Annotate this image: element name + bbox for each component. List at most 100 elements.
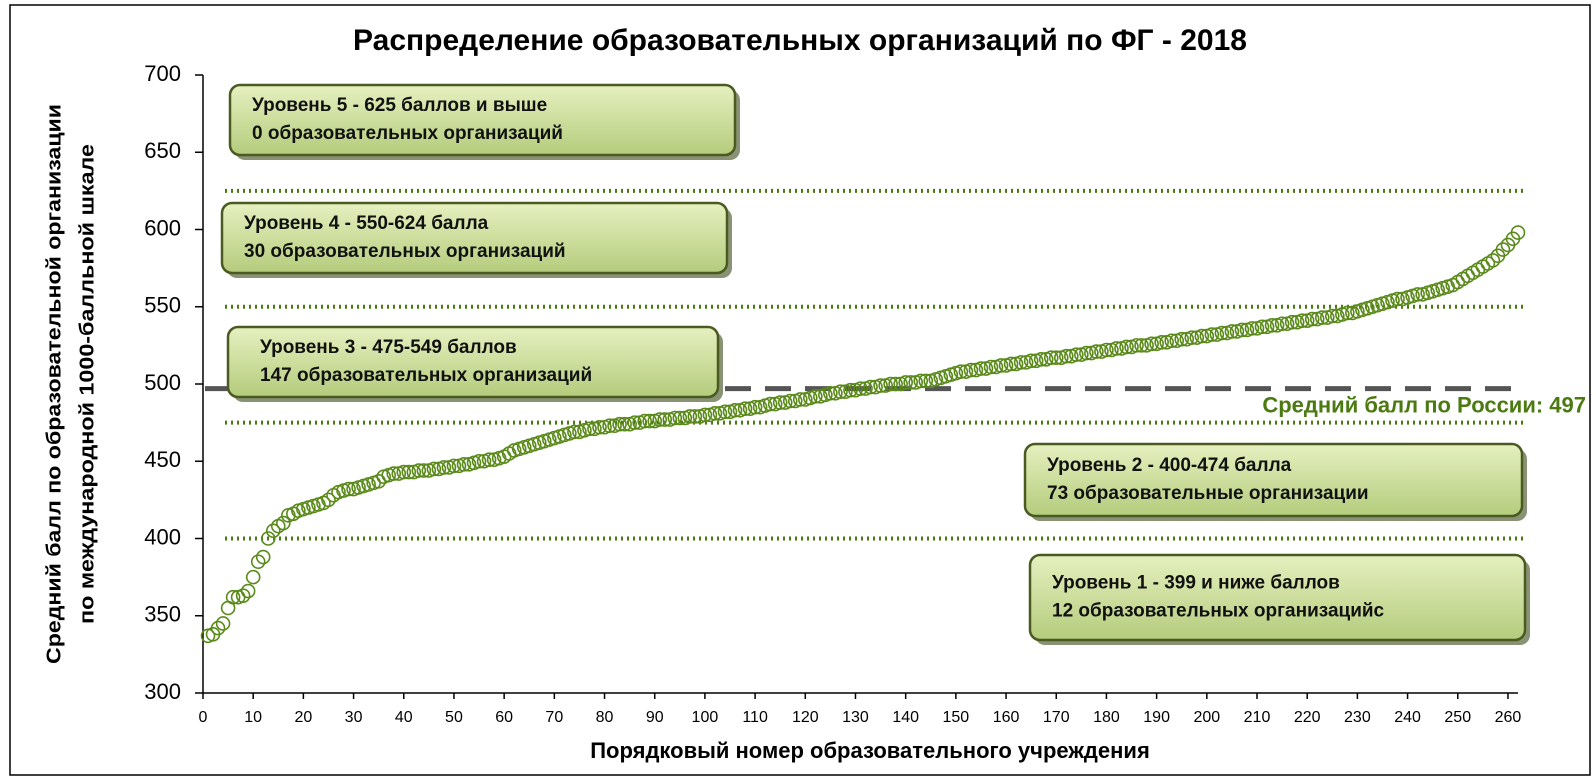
- y-tick-label: 450: [144, 447, 181, 472]
- data-point: [1274, 316, 1290, 332]
- data-point: [898, 375, 913, 390]
- chart-title: Распределение образовательных организаци…: [353, 24, 1247, 57]
- x-tick-label: 60: [495, 709, 513, 726]
- x-tick-label: 90: [646, 709, 664, 726]
- x-tick-label: 0: [199, 709, 208, 726]
- data-point: [762, 396, 778, 412]
- mean-label: Средний балл по России: 497: [1262, 392, 1586, 417]
- data-point: [697, 407, 713, 423]
- data-point: [411, 463, 427, 478]
- data-point: [481, 452, 497, 468]
- x-tick-label: 110: [742, 709, 768, 726]
- data-point: [727, 402, 743, 418]
- data-point: [953, 364, 969, 379]
- annotation-text: Уровень 1 - 399 и ниже баллов: [1052, 573, 1340, 594]
- data-point: [1134, 338, 1149, 353]
- x-tick-label: 210: [1244, 709, 1271, 726]
- data-point: [1099, 342, 1114, 358]
- data-point: [1234, 322, 1250, 338]
- data-point: [215, 616, 231, 631]
- data-point: [637, 413, 652, 429]
- x-tick-label: 70: [545, 709, 563, 726]
- data-point: [1314, 310, 1330, 325]
- data-point: [823, 385, 838, 401]
- annotation-text: 30 образовательных организаций: [244, 241, 566, 262]
- annotation-text: 73 образовательные организации: [1047, 483, 1369, 504]
- data-point: [843, 382, 858, 398]
- data-point: [1164, 333, 1179, 349]
- data-point: [918, 373, 934, 389]
- annotation-text: 12 образовательных организацийс: [1052, 601, 1385, 622]
- data-point: [276, 515, 291, 531]
- data-point: [973, 361, 989, 376]
- data-point: [255, 549, 271, 565]
- data-point: [1089, 344, 1104, 359]
- annotation-text: Уровень 3 - 475-549 баллов: [260, 337, 517, 358]
- data-point: [853, 381, 868, 396]
- data-point: [1495, 242, 1511, 257]
- data-point: [1184, 330, 1200, 345]
- x-tick-label: 80: [596, 709, 614, 726]
- data-point: [737, 401, 753, 417]
- data-point: [1043, 350, 1059, 366]
- data-point: [792, 392, 808, 407]
- data-point: [396, 464, 412, 480]
- data-point: [1194, 328, 1210, 344]
- y-tick-label: 550: [144, 293, 181, 318]
- x-tick-label: 140: [892, 709, 919, 726]
- data-point: [1224, 324, 1240, 339]
- y-axis-label: Средний балл по образовательной организа…: [43, 104, 65, 664]
- x-tick-label: 150: [943, 709, 970, 726]
- x-tick-label: 40: [395, 709, 413, 726]
- data-point: [1264, 317, 1280, 333]
- x-tick-label: 170: [1043, 709, 1070, 726]
- data-point: [1069, 347, 1084, 362]
- data-point: [883, 376, 898, 392]
- data-point: [1048, 350, 1064, 366]
- x-tick-label: 180: [1093, 709, 1120, 726]
- data-point: [225, 589, 241, 605]
- data-point: [1129, 338, 1144, 353]
- data-point: [612, 416, 627, 432]
- data-point: [1294, 313, 1310, 328]
- x-tick-label: 200: [1193, 709, 1220, 726]
- x-tick-label: 130: [842, 709, 869, 726]
- y-tick-label: 700: [144, 61, 181, 86]
- y-tick-label: 650: [144, 138, 181, 163]
- data-point: [426, 461, 442, 477]
- y-tick-label: 300: [144, 679, 181, 704]
- x-tick-label: 10: [244, 709, 262, 726]
- data-point: [1214, 325, 1230, 341]
- data-point: [1244, 321, 1260, 336]
- data-point: [471, 453, 487, 469]
- data-point: [707, 406, 723, 421]
- data-point: [1510, 225, 1526, 240]
- y-tick-label: 600: [144, 215, 181, 240]
- data-point: [260, 531, 276, 546]
- data-point: [1058, 348, 1074, 364]
- annotation-box: [1023, 442, 1524, 518]
- x-tick-label: 100: [692, 709, 719, 726]
- data-point: [567, 424, 582, 440]
- data-point: [1324, 308, 1340, 324]
- data-point: [341, 481, 356, 497]
- data-point: [652, 412, 668, 427]
- annotation-text: 147 образовательных организаций: [260, 365, 592, 386]
- y-tick-label: 400: [144, 524, 181, 549]
- data-point: [1154, 334, 1169, 350]
- x-tick-label: 230: [1344, 709, 1371, 726]
- data-point: [642, 413, 657, 429]
- annotation-text: Уровень 5 - 625 баллов и выше: [252, 95, 547, 116]
- data-point: [582, 421, 597, 437]
- data-point: [903, 375, 918, 390]
- data-point: [717, 404, 733, 420]
- data-point: [617, 416, 632, 432]
- data-point: [240, 583, 256, 599]
- data-point: [436, 460, 452, 475]
- data-point: [672, 410, 688, 426]
- data-point: [1023, 353, 1039, 369]
- data-point: [456, 457, 472, 472]
- annotation-box: [226, 325, 720, 399]
- x-tick-label: 20: [294, 709, 312, 726]
